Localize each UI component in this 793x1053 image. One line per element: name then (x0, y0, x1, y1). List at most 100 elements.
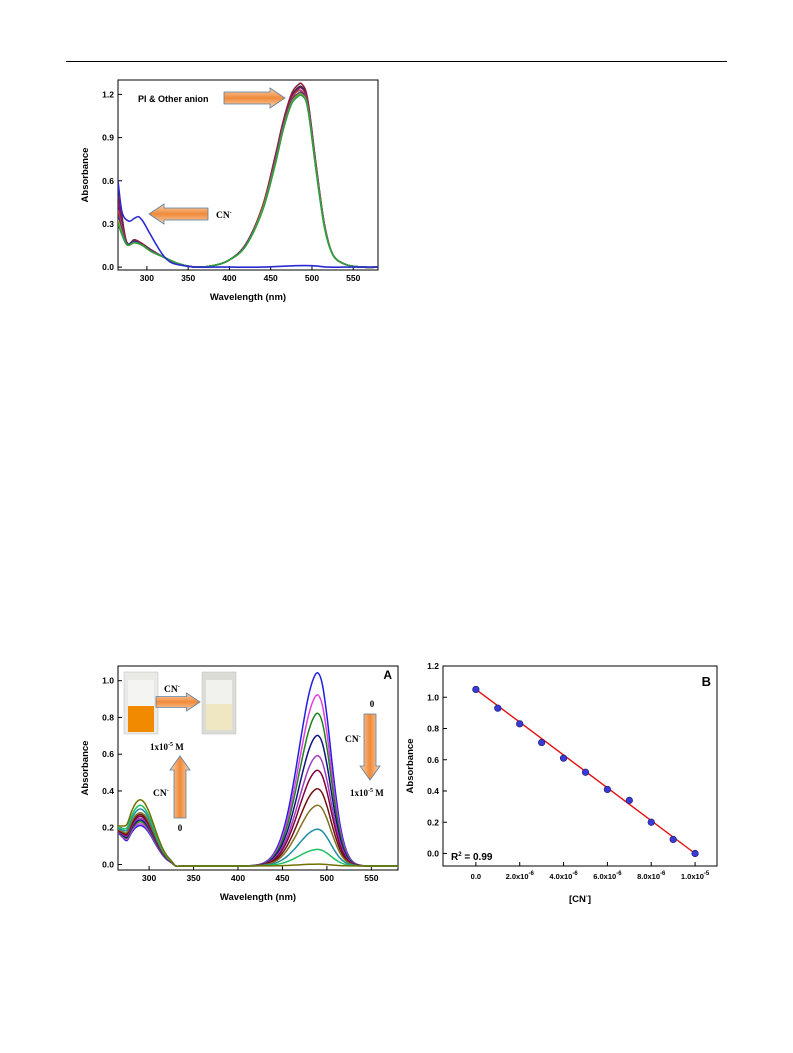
chart-a: 300 350 400 450 500 550 0.0 0.2 0.4 0.6 0.8 1.0 Abso… (80, 665, 399, 903)
annotation-up-top-base: 1x10 (150, 742, 169, 752)
x-tick-label: 550 (364, 873, 378, 883)
y-tick-label: 0.0 (102, 859, 114, 869)
x-tick-label: 300 (142, 873, 156, 883)
data-point (516, 720, 524, 728)
annotation-down-bottom: 1x10-5 M (350, 788, 384, 798)
chart-b: 0.0 2.0x10-6 4.0x10-6 6.0x10-6 8.0x10-6 1.0x1… (405, 661, 718, 905)
data-point (559, 754, 568, 762)
annotation-down-mid-sup: - (359, 734, 361, 740)
data-point (647, 818, 655, 826)
y-tick-label: 0.2 (102, 823, 114, 833)
data-point (494, 704, 502, 712)
annotation-up-bottom: 0 (178, 823, 183, 833)
x-tick-label: 450 (264, 273, 278, 283)
series-group (118, 82, 378, 269)
x-axis-label-sup: - (586, 894, 588, 900)
x-tick-label: 500 (320, 873, 334, 883)
chart-top: 300 350 400 450 500 550 0.0 0.3 0.6 0.9 1.2 Absorba… (80, 79, 379, 303)
annotation-inset-cn-base: CN (164, 685, 178, 695)
x-tick-label-sup: -6 (660, 871, 666, 877)
x-tick-label: 550 (346, 273, 360, 283)
y-tick-label: 1.0 (102, 676, 114, 686)
spectrum-line (118, 754, 398, 868)
x-tick-label: 300 (140, 273, 154, 283)
annotation-r-squared-tail: = 0.99 (462, 852, 493, 863)
x-tick-label: 1.0x10-5 (681, 871, 710, 881)
x-tick-label-base: 2.0x10 (506, 872, 529, 881)
y-axis-label: Absorbance (80, 148, 91, 203)
arrow-cn-top (148, 203, 209, 225)
x-tick-label: 0.0 (471, 872, 481, 881)
data-point (472, 685, 480, 694)
annotation-down-bottom-tail: M (373, 788, 384, 798)
arrow-up-cn (169, 755, 191, 819)
y-tick-label: 0.0 (427, 849, 439, 859)
annotation-up-mid-base: CN (153, 789, 167, 799)
spectrum-line (118, 804, 398, 868)
y-tick-label: 0.6 (427, 755, 439, 765)
data-point (538, 738, 546, 747)
y-tick-label: 1.2 (102, 89, 114, 99)
annotation-up-mid: CN- (153, 788, 169, 799)
y-tick-label: 0.8 (427, 724, 439, 734)
annotation-up-top-sup: -5 (168, 742, 173, 748)
x-axis-label-base: [CN (569, 894, 586, 905)
annotation-inset-cn-sup: - (178, 684, 180, 690)
y-tick-label: 0.4 (102, 786, 114, 796)
x-tick-label-sup: -5 (704, 871, 710, 877)
vial-inset (123, 671, 237, 735)
x-tick-label-base: 4.0x10 (549, 872, 572, 881)
vial-glass (206, 680, 232, 704)
x-tick-label: 400 (222, 273, 236, 283)
x-axis-label-tail: ] (588, 894, 591, 905)
annotation-pi-other-anion: PI & Other anion (138, 94, 209, 104)
annotation-inset-cn: CN- (164, 684, 180, 695)
annotation-down-bottom-base: 1x10 (350, 788, 369, 798)
vial-orange-solution (128, 706, 154, 732)
spectrum-line (118, 94, 378, 269)
annotation-down-bottom-sup: -5 (368, 788, 373, 794)
x-tick-label: 500 (305, 273, 319, 283)
x-tick-label-sup: -6 (529, 871, 535, 877)
y-tick-label: 1.2 (427, 661, 439, 671)
x-tick-label: 8.0x10-6 (637, 871, 666, 881)
y-tick-label: 0.6 (102, 176, 114, 186)
vial-glass (128, 680, 154, 706)
annotation-r-squared-sup: 2 (458, 852, 462, 858)
plot-frame (117, 79, 379, 271)
y-tick-label: 0.4 (427, 786, 439, 796)
annotation-cn-top-base: CN (216, 211, 230, 221)
x-axis-label: Wavelength (nm) (210, 292, 286, 303)
spectrum-line (118, 787, 398, 868)
annotation-down-top: 0 (370, 699, 375, 709)
y-axis-label: Absorbance (405, 739, 416, 794)
spectrum-line (118, 804, 398, 868)
annotation-r-squared-base: R (451, 852, 459, 863)
x-axis-label: [CN-] (569, 894, 591, 905)
y-tick-label: 0.8 (102, 712, 114, 722)
panel-label-a: A (383, 668, 392, 682)
x-tick-label: 350 (181, 273, 195, 283)
x-tick-label-base: 0.0 (471, 872, 481, 881)
series-group (118, 672, 398, 868)
data-point (581, 768, 590, 776)
x-tick-label: 4.0x10-6 (549, 871, 578, 881)
arrow-down-cn (359, 713, 381, 781)
annotation-cn-top: CN- (216, 210, 232, 221)
plot-frame (442, 665, 718, 867)
data-point (691, 849, 699, 858)
annotation-r-squared: R2 = 0.99 (451, 852, 493, 863)
y-tick-label: 0.9 (102, 133, 114, 143)
annotation-down-mid-base: CN (345, 735, 359, 745)
annotation-up-mid-sup: - (167, 788, 169, 794)
plot-frame (117, 665, 399, 871)
arrow-inset-cn (155, 692, 201, 712)
x-tick-label-base: 8.0x10 (637, 872, 660, 881)
spectrum-line (118, 180, 378, 269)
data-point (669, 835, 677, 844)
x-axis-label: Wavelength (nm) (220, 892, 296, 903)
y-tick-label: 0.2 (427, 817, 439, 827)
data-point (603, 785, 612, 794)
